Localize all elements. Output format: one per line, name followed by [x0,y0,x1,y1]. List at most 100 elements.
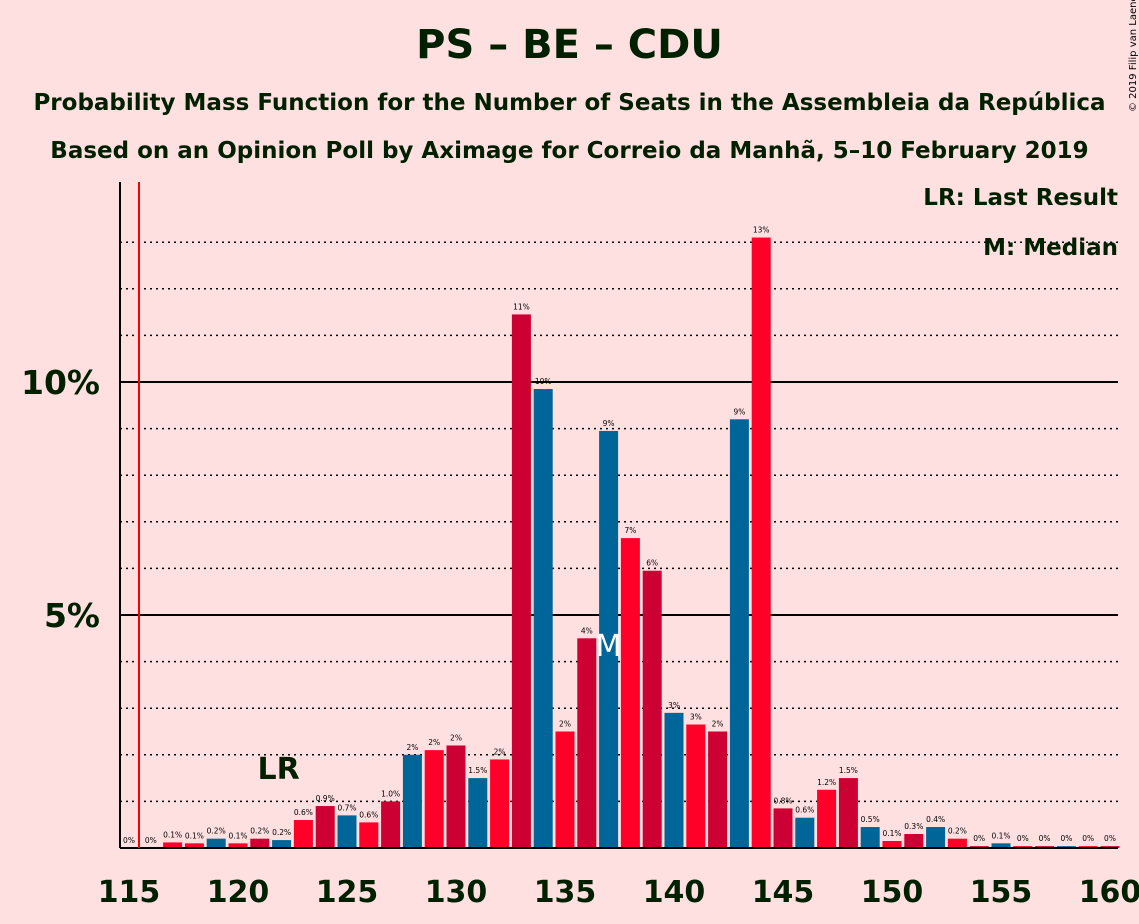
bar-seat-152 [926,827,946,848]
bar-seat-127 [381,801,401,848]
y-tick-label-10: 10% [21,363,100,402]
markers: LR M [138,182,622,848]
bar-value-labels: 0% 0%0.1% 0.1%0.2%0.1%0.2% 0.2%0.6%0.9%0.7%… [123,226,1116,845]
bar-seat-134 [533,388,553,848]
bar-label-127: 1.0% [381,789,400,798]
bar-label-115: 0% [123,836,135,845]
bar-seat-117 [163,842,183,848]
bar-seat-124 [315,806,335,848]
bar-label-132: 2% [494,747,506,756]
bar-label-141: 3% [690,713,702,722]
bar-label-144: 13% [753,226,770,235]
y-tick-label-5: 5% [44,596,100,635]
x-axis-ticks: 115 120 125 130 135 140 145 150 155 160 [98,875,1139,910]
bar-label-116: 0% [145,836,157,845]
x-tick-label-150: 150 [861,875,924,910]
bar-seat-135 [555,731,575,848]
bar-seat-141 [686,724,706,848]
bar-label-143: 9% [733,407,745,416]
bar-label-138: 7% [624,526,636,535]
bar-label-156: 0% [1017,834,1029,843]
bar-seat-148 [838,778,858,848]
median-marker: M [596,629,622,664]
bar-label-135: 2% [559,720,571,729]
legend-last-result: LR: Last Result [923,185,1118,211]
bar-seat-120 [228,843,248,848]
bar-label-149: 0.5% [861,815,880,824]
bar-seat-118 [184,843,204,848]
bar-seat-146 [795,817,815,848]
bar-seat-150 [882,841,902,848]
chart-subtitle-1: Probability Mass Function for the Number… [33,90,1106,116]
bar-seat-123 [293,820,313,848]
bar-label-120: 0.1% [228,831,247,840]
chart-title: PS – BE – CDU [416,22,723,68]
bar-label-148: 1.5% [839,766,858,775]
bar-seat-133 [511,314,531,848]
bar-label-122: 0.2% [272,828,291,837]
bar-label-137: 9% [603,419,615,428]
bar-seat-140 [664,712,684,848]
x-tick-label-145: 145 [752,875,815,910]
bar-seat-145 [773,808,793,848]
x-tick-label-115: 115 [98,875,161,910]
bar-label-160: 0% [1104,834,1116,843]
bar-label-155: 0.1% [991,831,1010,840]
bar-label-153: 0.2% [948,827,967,836]
bar-seat-122 [272,840,292,848]
bar-seat-132 [490,759,510,848]
bar-seat-137 [599,430,619,848]
bar-seat-131 [468,778,488,848]
x-tick-label-120: 120 [207,875,270,910]
bar-seat-144 [751,237,771,849]
bar-seat-155 [991,843,1011,848]
y-axis-ticks: 5% 10% [21,363,100,635]
bar-label-125: 0.7% [337,803,356,812]
bar-label-133: 11% [513,302,530,311]
bar-label-146: 0.6% [795,806,814,815]
gridlines [120,241,1118,803]
bar-label-140: 3% [668,701,680,710]
bars [163,237,1120,849]
bar-label-147: 1.2% [817,778,836,787]
x-tick-label-125: 125 [316,875,379,910]
bar-label-157: 0% [1039,834,1051,843]
bar-label-151: 0.3% [904,822,923,831]
bar-seat-130 [446,745,466,848]
bar-seat-126 [359,822,379,848]
bar-seat-128 [402,754,422,848]
bar-seat-143 [729,419,749,848]
x-tick-label-130: 130 [425,875,488,910]
chart-subtitle-2: Based on an Opinion Poll by Aximage for … [50,138,1089,164]
bar-label-152: 0.4% [926,815,945,824]
bar-seat-151 [904,834,924,848]
bar-label-142: 2% [712,720,724,729]
bar-seat-147 [817,789,837,848]
bar-label-158: 0% [1060,834,1072,843]
bar-seat-125 [337,815,357,848]
bar-seat-153 [947,838,967,848]
bar-label-121: 0.2% [250,827,269,836]
bar-label-130: 2% [450,733,462,742]
axes [119,182,1118,849]
bar-label-124: 0.9% [316,794,335,803]
bar-label-139: 6% [646,559,658,568]
bar-label-131: 1.5% [468,766,487,775]
bar-seat-138 [620,538,640,848]
last-result-marker: LR [257,752,299,787]
bar-label-119: 0.2% [207,827,226,836]
bar-seat-129 [424,750,444,848]
bar-label-117: 0.1% [163,830,182,839]
bar-seat-121 [250,838,270,848]
bar-label-128: 2% [406,743,418,752]
bar-seat-142 [708,731,728,848]
x-tick-label-155: 155 [970,875,1033,910]
bar-label-126: 0.6% [359,810,378,819]
bar-label-129: 2% [428,738,440,747]
bar-seat-136 [577,638,597,848]
bar-seat-119 [206,838,226,848]
bar-label-134: 10% [535,377,552,386]
bar-label-123: 0.6% [294,808,313,817]
bar-label-150: 0.1% [882,829,901,838]
